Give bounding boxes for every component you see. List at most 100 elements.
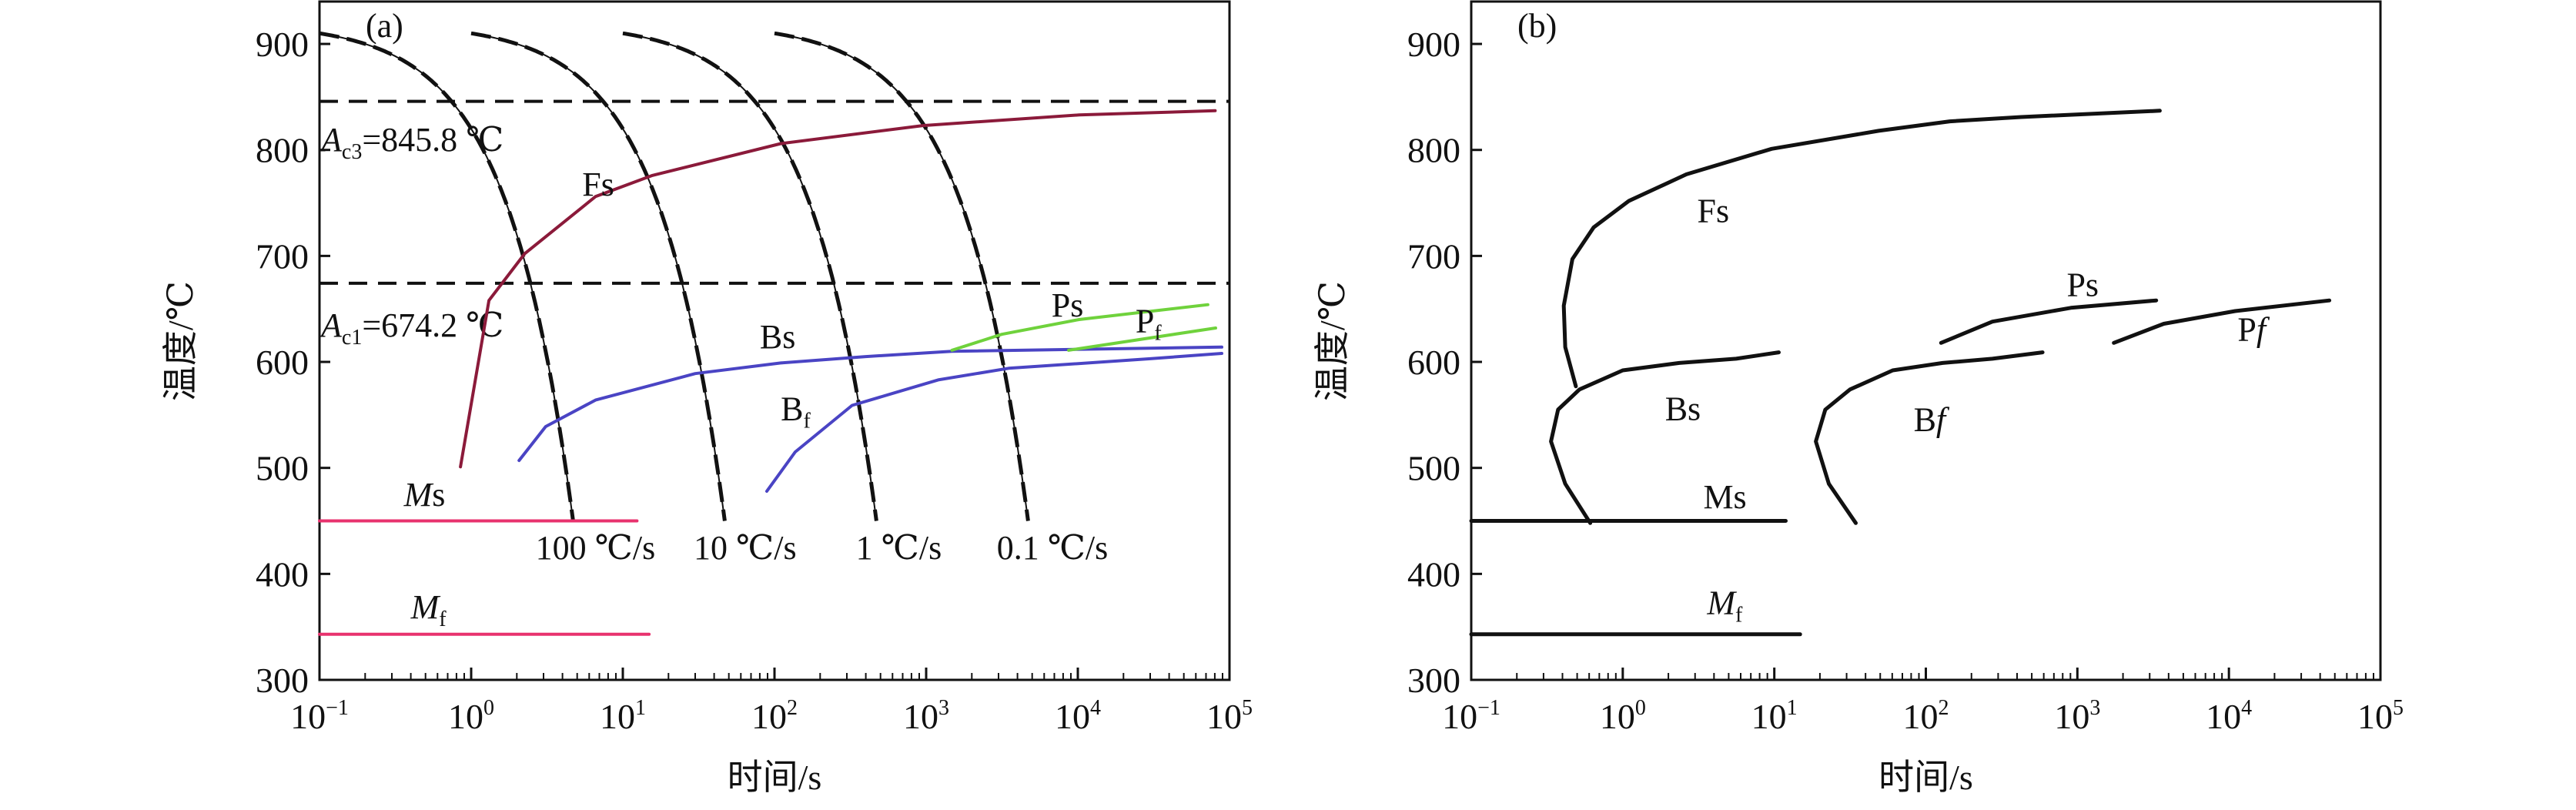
x-tick-label: 105	[2357, 696, 2404, 736]
label-main: M	[1706, 584, 1737, 622]
x-tick-base: 10	[600, 697, 635, 736]
x-tick-label: 100	[1600, 696, 1646, 736]
series-line-fs	[1561, 109, 2162, 389]
label-main: Ms	[1703, 478, 1746, 516]
series-label-pf: Pf	[2237, 311, 2270, 349]
series-label-bs: Bs	[760, 318, 795, 356]
y-axis-label: 温度/℃	[1313, 281, 1352, 401]
cooling-rate-label: 1 ℃/s	[856, 529, 942, 567]
y-tick-label: 400	[256, 554, 309, 594]
x-tick-exponent: 1	[1787, 696, 1798, 720]
y-tick-label: 900	[1407, 25, 1460, 64]
series-label-pf: Pf	[1136, 302, 1162, 345]
y-tick-label: 600	[256, 343, 309, 382]
y-axis-label: 温度/℃	[161, 281, 200, 401]
x-tick-exponent: 0	[1635, 696, 1646, 720]
x-tick-label: 103	[903, 696, 949, 736]
x-tick-exponent: 3	[938, 696, 949, 720]
cooling-rate-label: 100 ℃/s	[536, 529, 656, 567]
series-line-ps	[1939, 298, 2159, 345]
series-line-pf	[2112, 298, 2332, 345]
x-tick-base: 10	[290, 697, 326, 736]
x-tick-exponent: 0	[483, 696, 494, 720]
cooling-curve-thin	[319, 32, 574, 521]
x-tick-base: 10	[2206, 697, 2241, 736]
x-tick-label: 101	[600, 696, 646, 736]
cooling-curve-1	[622, 31, 878, 521]
x-tick-label: 102	[1903, 696, 1949, 736]
label-main: P	[2237, 311, 2256, 349]
label-main: Fs	[582, 166, 614, 203]
y-tick-label: 800	[1407, 131, 1460, 170]
reference-label-ac1: Ac1=674.2 ℃	[319, 306, 503, 350]
y-tick-label: 700	[256, 236, 309, 276]
x-axis-label: 时间/s	[728, 758, 822, 797]
series-label-mf: Mf	[1706, 584, 1743, 628]
x-tick-base: 10	[1903, 697, 1939, 736]
y-tick-label: 600	[1407, 343, 1460, 382]
series-label-ms: Ms	[403, 476, 446, 514]
label-text: =845.8 ℃	[362, 121, 503, 159]
panel-label: (b)	[1517, 7, 1557, 45]
x-tick-label: 100	[448, 696, 494, 736]
label-italic: A	[319, 306, 343, 344]
x-tick-label: 103	[2054, 696, 2100, 736]
label-subscript: f	[439, 608, 447, 631]
series-label-fs: Fs	[582, 166, 614, 203]
label-subscript: f	[804, 410, 811, 433]
label-subscript: f	[1735, 604, 1743, 628]
x-tick-exponent: 3	[2089, 696, 2100, 720]
x-tick-label: 102	[751, 696, 798, 736]
x-tick-exponent: 2	[1939, 696, 1949, 720]
series-label-ms: Ms	[1703, 478, 1746, 516]
x-tick-base: 10	[2054, 697, 2089, 736]
x-tick-exponent: −1	[326, 696, 349, 720]
x-tick-label: 105	[1206, 696, 1253, 736]
label-italic: A	[319, 121, 343, 159]
series-line-bf	[1814, 350, 2045, 525]
y-tick-label: 900	[256, 25, 309, 64]
x-tick-exponent: 5	[2393, 696, 2404, 720]
cooling-curve-thin	[622, 32, 878, 521]
series-line-ps	[950, 303, 1209, 352]
label-main: Fs	[1698, 192, 1730, 229]
x-tick-exponent: 4	[1090, 696, 1101, 720]
x-tick-exponent: −1	[1477, 696, 1500, 720]
label-main: Ps	[1052, 286, 1084, 324]
label-text: =674.2 ℃	[362, 306, 503, 344]
x-tick-base: 10	[751, 697, 787, 736]
x-tick-label: 10−1	[1442, 696, 1500, 736]
label-main: B	[1914, 401, 1936, 439]
series-line-bf	[765, 352, 1223, 493]
y-tick-label: 800	[256, 131, 309, 170]
label-italic: f	[2257, 311, 2270, 349]
y-tick-label: 700	[1407, 236, 1460, 276]
x-tick-base: 10	[1055, 697, 1090, 736]
x-tick-base: 10	[1751, 697, 1787, 736]
reference-label-ac3: Ac3=845.8 ℃	[319, 121, 503, 164]
series-label-ps: Ps	[1052, 286, 1084, 324]
label-main: B	[781, 390, 803, 428]
y-tick-label: 500	[1407, 449, 1460, 488]
series-label-mf: Mf	[410, 588, 447, 631]
label-main: Ps	[2066, 266, 2099, 304]
x-axis-label: 时间/s	[1878, 758, 1973, 797]
series-label-bs: Bs	[1665, 390, 1701, 428]
series-label-bf: Bf	[1914, 401, 1950, 439]
label-subscript: c3	[342, 140, 362, 164]
series-line-bs	[517, 345, 1223, 463]
label-main: P	[1136, 302, 1154, 340]
y-tick-label: 400	[1407, 554, 1460, 594]
x-tick-exponent: 1	[635, 696, 646, 720]
y-tick-label: 300	[256, 661, 309, 700]
x-tick-label: 101	[1751, 696, 1798, 736]
x-tick-exponent: 5	[1242, 696, 1253, 720]
cooling-curve-10	[470, 31, 727, 521]
label-main: Bs	[1665, 390, 1701, 428]
label-main: M	[403, 476, 434, 514]
cooling-curve-thin	[470, 32, 726, 521]
series-label-ps: Ps	[2066, 266, 2099, 304]
